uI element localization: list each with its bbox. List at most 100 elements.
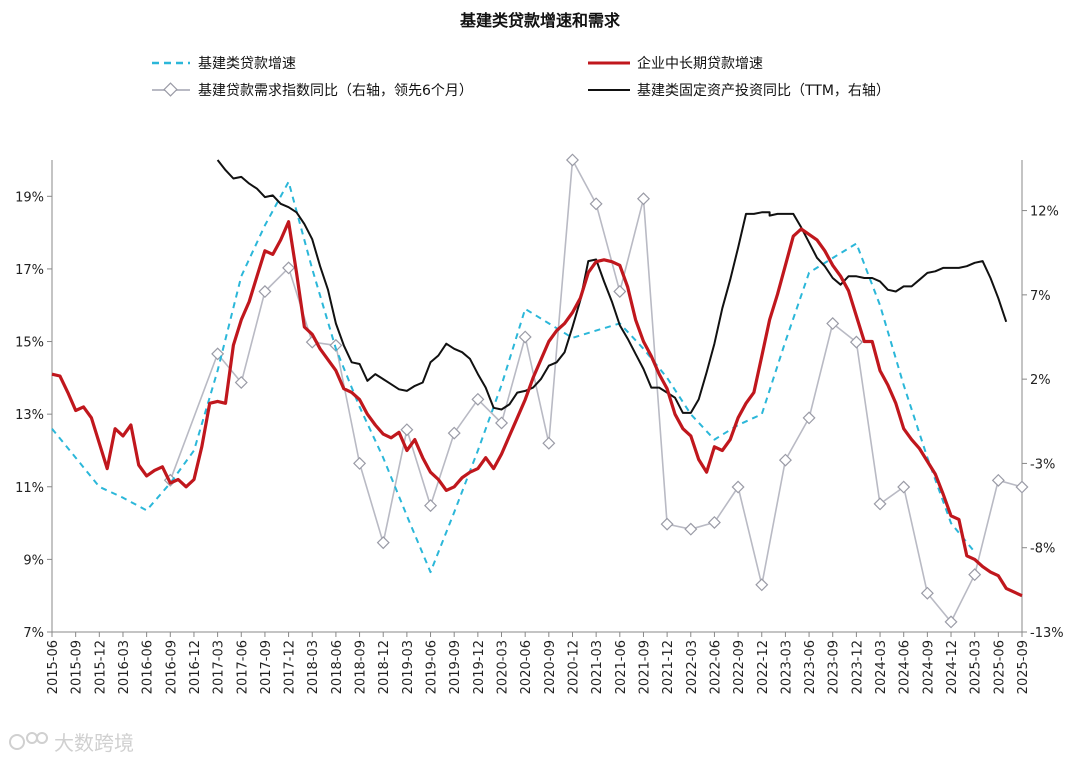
data-point-marker <box>400 423 414 437</box>
y-left-tick-label: 9% <box>23 553 44 568</box>
data-point-marker <box>991 473 1005 487</box>
y-right-tick-label: 7% <box>1030 289 1051 304</box>
x-tick-label: 2016-03 <box>117 640 132 694</box>
x-tick-label: 2017-03 <box>212 640 227 694</box>
watermark-text: 大数跨境 <box>54 731 134 755</box>
series-infra-fai <box>216 159 1008 414</box>
x-tick-label: 2022-06 <box>708 640 723 694</box>
x-tick-label: 2015-06 <box>46 640 61 694</box>
data-point-marker <box>542 436 556 450</box>
legend-item-infra-fai: 基建类固定资产投资同比（TTM，右轴） <box>588 82 890 99</box>
data-point-marker <box>376 536 390 550</box>
data-point-marker <box>849 335 863 349</box>
x-tick-label: 2021-09 <box>637 640 652 694</box>
x-tick-label: 2025-03 <box>969 640 984 694</box>
x-tick-label: 2021-06 <box>614 640 629 694</box>
x-tick-label: 2018-03 <box>306 640 321 694</box>
logo-icon <box>9 732 48 750</box>
x-tick-label: 2018-09 <box>354 640 369 694</box>
x-tick-label: 2021-12 <box>661 640 676 694</box>
legend-label: 基建贷款需求指数同比（右轴，领先6个月） <box>198 82 473 99</box>
legend-label: 基建类固定资产投资同比（TTM，右轴） <box>637 82 890 99</box>
y-right-tick-label: -8% <box>1030 542 1055 557</box>
data-point-marker <box>565 153 579 167</box>
x-tick-label: 2022-12 <box>756 640 771 694</box>
data-point-marker <box>613 284 627 298</box>
axes: 7% 9% 11% 13% 15% 17% 19% -13% -8% -3% 2% 7% 12% 2015… <box>15 160 1064 694</box>
x-tick-label: 2015-09 <box>70 640 85 694</box>
series-line <box>51 220 1023 598</box>
x-tick-label: 2023-09 <box>827 640 842 694</box>
data-point-marker <box>707 515 721 529</box>
x-tick-label: 2019-09 <box>448 640 463 694</box>
x-tick-label: 2023-03 <box>779 640 794 694</box>
data-point-marker <box>944 615 958 629</box>
data-point-marker <box>471 392 485 406</box>
data-point-marker <box>660 517 674 531</box>
series-corp-long-loan-growth <box>51 220 1023 598</box>
data-point-marker <box>873 497 887 511</box>
x-tick-label: 2023-12 <box>850 640 865 694</box>
x-tick-label: 2020-03 <box>496 640 511 694</box>
data-point-marker <box>755 578 769 592</box>
legend-item-corp-long-loan-growth: 企业中长期贷款增速 <box>588 55 763 72</box>
x-tick-label: 2024-06 <box>898 640 913 694</box>
x-tick-label: 2015-12 <box>93 640 108 694</box>
y-left-tick-label: 17% <box>15 263 44 278</box>
data-point-marker <box>968 568 982 582</box>
series-line <box>216 159 1008 414</box>
x-tick-label: 2019-12 <box>472 640 487 694</box>
y-left-tick-label: 13% <box>15 408 44 423</box>
data-point-marker <box>282 261 296 275</box>
watermark: 大数跨境 <box>9 731 134 755</box>
legend: 基建类贷款增速 企业中长期贷款增速 基建贷款需求指数同比（右轴，领先6个月） 基… <box>152 55 890 99</box>
chart-title: 基建类贷款增速和需求 <box>459 11 621 30</box>
y-left-tick-label: 15% <box>15 336 44 351</box>
x-tick-label: 2018-12 <box>377 640 392 694</box>
x-tick-label: 2021-03 <box>590 640 605 694</box>
data-point-marker <box>234 375 248 389</box>
data-point-marker <box>920 586 934 600</box>
x-tick-label: 2022-03 <box>685 640 700 694</box>
legend-item-loan-demand-index: 基建贷款需求指数同比（右轴，领先6个月） <box>152 82 473 99</box>
x-tick-label: 2025-09 <box>1016 640 1031 694</box>
x-tick-label: 2018-06 <box>330 640 345 694</box>
legend-label: 基建类贷款增速 <box>198 55 296 72</box>
x-tick-label: 2019-03 <box>401 640 416 694</box>
x-tick-label: 2024-12 <box>945 640 960 694</box>
data-point-marker <box>778 453 792 467</box>
x-tick-label: 2022-09 <box>732 640 747 694</box>
y-left-tick-label: 11% <box>15 481 44 496</box>
x-tick-label: 2020-12 <box>566 640 581 694</box>
data-point-marker <box>589 197 603 211</box>
series-infra-loan-growth <box>51 180 976 574</box>
data-point-marker <box>684 522 698 536</box>
x-tick-label: 2024-03 <box>874 640 889 694</box>
x-tick-label: 2016-06 <box>141 640 156 694</box>
legend-item-infra-loan-growth: 基建类贷款增速 <box>152 55 296 72</box>
x-tick-label: 2017-12 <box>283 640 298 694</box>
data-point-marker <box>353 456 367 470</box>
series-line <box>169 159 1023 623</box>
data-point-marker <box>897 480 911 494</box>
x-tick-label: 2017-09 <box>259 640 274 694</box>
x-tick-label: 2019-06 <box>425 640 440 694</box>
x-tick-label: 2024-09 <box>921 640 936 694</box>
y-left-tick-label: 7% <box>23 626 44 641</box>
x-tick-label: 2016-12 <box>188 640 203 694</box>
data-point-marker <box>731 480 745 494</box>
data-point-marker <box>802 411 816 425</box>
y-right-tick-label: 12% <box>1030 205 1059 220</box>
plot-area <box>51 153 1029 629</box>
y-right-tick-label: 2% <box>1030 373 1051 388</box>
data-point-marker <box>258 285 272 299</box>
x-tick-label: 2023-06 <box>803 640 818 694</box>
x-tick-label: 2020-06 <box>519 640 534 694</box>
data-point-marker <box>636 192 650 206</box>
series-line <box>51 180 976 574</box>
legend-label: 企业中长期贷款增速 <box>637 55 763 72</box>
data-point-marker <box>826 317 840 331</box>
data-point-marker <box>1015 480 1029 494</box>
y-right-tick-label: -13% <box>1030 626 1064 641</box>
